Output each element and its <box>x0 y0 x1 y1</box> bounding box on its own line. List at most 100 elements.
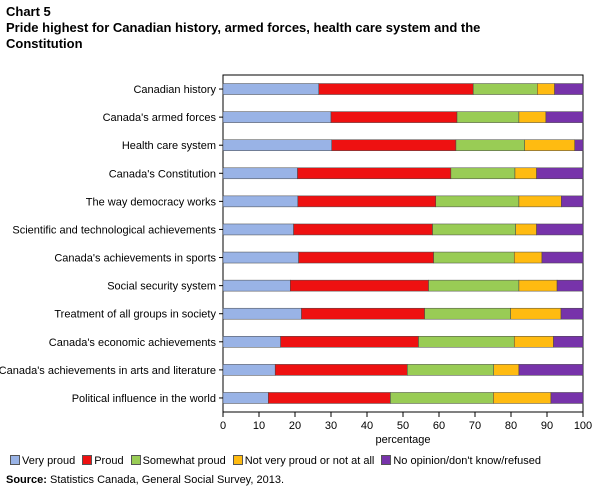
x-tick-label: 60 <box>433 420 445 432</box>
bar-segment <box>290 279 429 292</box>
bar-segment <box>222 167 298 180</box>
category-label: Social security system <box>107 281 216 293</box>
bar-segment <box>456 111 520 123</box>
bar-segment <box>222 364 276 376</box>
bar-segment <box>222 111 332 123</box>
bar-segment <box>524 139 575 151</box>
bar-segment <box>222 139 332 151</box>
category-label: Canada's armed forces <box>103 112 217 124</box>
legend: Very proud Proud Somewhat proud Not very pr… <box>10 455 548 467</box>
bar-segment <box>280 336 419 348</box>
bar-segment <box>222 279 291 292</box>
x-tick-label: 40 <box>361 420 373 432</box>
category-label: Canada's achievements in arts and litera… <box>0 365 216 377</box>
bar-segment <box>537 83 555 95</box>
bar-segment <box>518 279 558 292</box>
bar-segment <box>561 195 584 208</box>
legend-swatch <box>10 455 20 465</box>
bar-segment <box>510 307 562 320</box>
legend-label: Somewhat proud <box>142 455 226 467</box>
bar-segment <box>222 307 302 320</box>
bar-segment <box>428 279 520 292</box>
x-tick-label: 100 <box>574 420 592 432</box>
x-tick-label: 50 <box>397 420 409 432</box>
bar-segment <box>574 139 584 151</box>
source-label: Source: <box>6 474 47 486</box>
category-label: Scientific and technological achievement… <box>12 224 216 236</box>
bar-segment <box>407 364 494 376</box>
category-label: The way democracy works <box>86 196 217 208</box>
category-label: Health care system <box>122 140 216 152</box>
x-tick-label: 0 <box>220 420 226 432</box>
bar-segment <box>515 223 537 236</box>
category-label: Canadian history <box>133 84 216 96</box>
bar-segment <box>222 195 299 208</box>
bar-segment <box>424 307 511 320</box>
legend-label: Very proud <box>22 455 76 467</box>
x-tick-label: 80 <box>505 420 517 432</box>
source-note: Source: Statistics Canada, General Socia… <box>6 474 284 486</box>
category-label: Canada's economic achievements <box>49 337 217 349</box>
x-tick-label: 30 <box>325 420 337 432</box>
x-tick-label: 10 <box>253 420 265 432</box>
bar-segment <box>268 392 391 404</box>
bar-segment <box>513 336 554 348</box>
legend-swatch <box>381 455 392 465</box>
bar-segment <box>493 364 520 376</box>
bar-segment <box>545 111 584 123</box>
bar-segment <box>298 251 434 264</box>
bar-segment <box>331 139 457 151</box>
bar-segment <box>318 83 474 95</box>
plot-frame <box>222 74 584 413</box>
x-tick-label: 90 <box>541 420 553 432</box>
x-tick-label: 20 <box>289 420 301 432</box>
category-label: Canada's Constitution <box>109 168 216 180</box>
bar-segment <box>301 307 425 320</box>
x-tick-label: 70 <box>469 420 481 432</box>
source-text: Statistics Canada, General Social Survey… <box>50 474 285 486</box>
legend-label: Proud <box>94 455 124 467</box>
bar-segment <box>435 195 520 208</box>
category-label: Political influence in the world <box>72 393 216 405</box>
bar-segment <box>297 195 437 208</box>
bar-segment <box>222 83 320 95</box>
legend-item: Proud <box>82 455 124 467</box>
bar-segment <box>222 336 281 348</box>
legend-item: No opinion/don't know/refused <box>381 455 541 467</box>
bar-segment <box>556 279 584 292</box>
bar-segment <box>541 251 584 264</box>
legend-item: Very proud <box>10 455 75 467</box>
x-axis-label: percentage <box>375 434 430 446</box>
bar-segment <box>518 111 547 123</box>
bar-segment <box>418 336 515 348</box>
bar-segment <box>455 139 525 151</box>
bar-segment <box>432 223 516 236</box>
bar-segment <box>222 251 299 264</box>
bar-segment <box>222 223 294 236</box>
bar-segment <box>514 167 537 180</box>
legend-item: Somewhat proud <box>130 455 226 467</box>
bar-segment <box>274 364 408 376</box>
bar-segment <box>554 83 584 95</box>
bar-segment <box>297 167 452 180</box>
legend-swatch <box>130 455 141 465</box>
legend-label: No opinion/don't know/refused <box>393 455 541 467</box>
bar-segment <box>536 223 584 236</box>
chart-label: Chart 5 <box>6 4 51 19</box>
legend-item: Not very proud or not at all <box>232 455 374 467</box>
legend-swatch <box>82 455 93 465</box>
bar-segment <box>550 392 584 404</box>
bar-segment <box>493 392 552 404</box>
bar-segment <box>472 83 538 95</box>
bar-segment <box>330 111 458 123</box>
bar-segment <box>450 167 516 180</box>
bar-segment <box>518 195 562 208</box>
chart-title: Pride highest for Canadian history, arme… <box>6 20 481 51</box>
bar-segment <box>553 336 584 348</box>
legend-swatch <box>232 455 243 465</box>
bar-segment <box>390 392 494 404</box>
bar-segment <box>433 251 515 264</box>
bar-segment <box>222 392 269 404</box>
bar-segment <box>518 364 584 376</box>
bar-segment <box>536 167 584 180</box>
